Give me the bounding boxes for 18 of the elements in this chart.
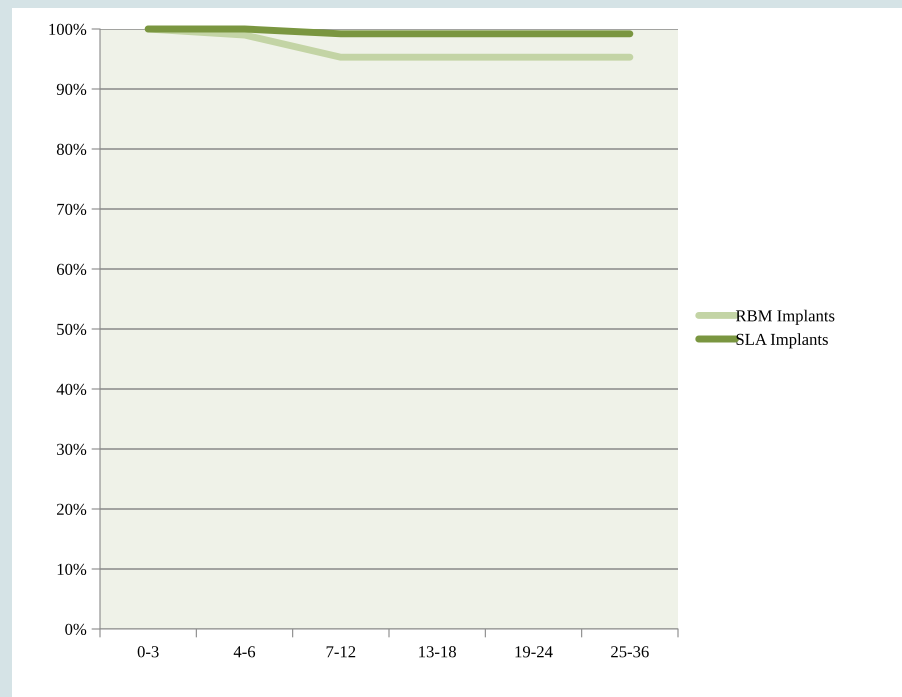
y-tick-label: 90% xyxy=(56,84,86,95)
y-tick-label: 30% xyxy=(57,444,86,455)
y-tick-label: 0% xyxy=(65,624,86,635)
y-tick-label: 100% xyxy=(49,24,86,35)
x-tick-label: 13-18 xyxy=(419,646,456,658)
y-tick-label: 20% xyxy=(56,504,86,515)
y-tick-label: 80% xyxy=(56,144,86,155)
x-tick-label: 0-3 xyxy=(138,646,159,658)
y-tick-label: 50% xyxy=(57,324,86,335)
x-tick-label: 7-12 xyxy=(326,646,356,658)
y-tick-label: 70% xyxy=(57,204,86,215)
x-tick-label: 4-6 xyxy=(234,646,256,658)
legend-label: RBM Implants xyxy=(736,310,834,325)
x-tick-label: 19-24 xyxy=(516,646,553,658)
x-tick-label: 25-36 xyxy=(611,646,649,658)
y-tick-label: 60% xyxy=(56,264,86,275)
y-tick-label: 40% xyxy=(56,384,86,395)
y-tick-label: 10% xyxy=(58,564,86,575)
